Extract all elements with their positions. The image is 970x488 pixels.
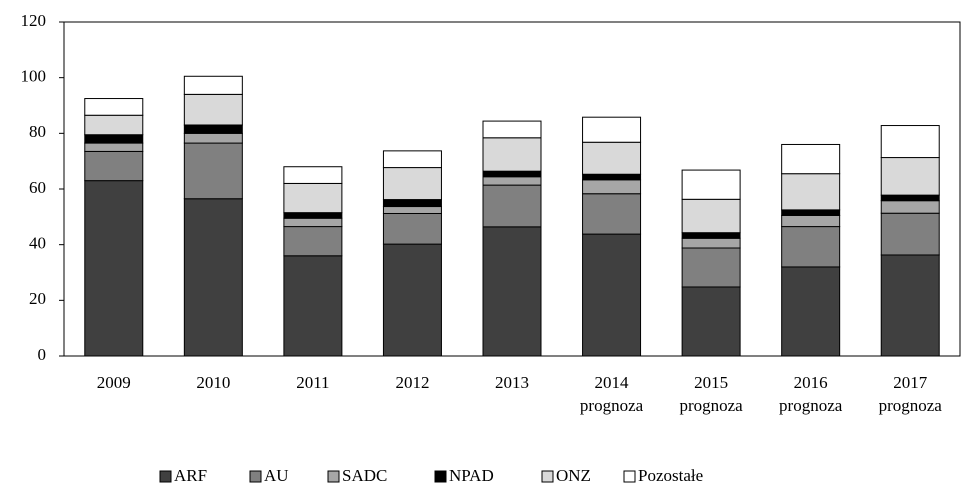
- bar-segment: [582, 179, 642, 195]
- bar-segment: [382, 206, 442, 214]
- bar-segment: [681, 247, 741, 288]
- bar-segment: [681, 286, 741, 357]
- bar-segment: [84, 150, 144, 182]
- bar-segment: [382, 150, 442, 169]
- bar-segment: [582, 116, 642, 143]
- bar-segment: [382, 167, 442, 201]
- bar-segment: [183, 142, 243, 200]
- bar-segment: [183, 198, 243, 357]
- bar-segment: [880, 194, 940, 202]
- x-tick-label: 2009: [97, 373, 131, 392]
- bar-segment: [880, 157, 940, 196]
- bar-segment: [582, 193, 642, 235]
- bar-segment: [382, 199, 442, 208]
- x-tick-label: 2011: [296, 373, 329, 392]
- legend-label: Pozostałe: [638, 466, 703, 485]
- x-tick-label: 2014: [595, 373, 630, 392]
- x-tick-label: 2010: [196, 373, 230, 392]
- legend-swatch: [327, 470, 340, 483]
- bar-segment: [482, 170, 542, 178]
- x-tick-label: prognoza: [779, 396, 843, 415]
- bar-segment: [781, 173, 841, 211]
- bar-segment: [283, 255, 343, 357]
- bar-segment: [482, 176, 542, 186]
- bar-segment: [482, 184, 542, 228]
- bar-segment: [283, 212, 343, 219]
- y-tick-label: 60: [29, 178, 46, 197]
- bar-segment: [681, 198, 741, 234]
- x-tick-label: prognoza: [679, 396, 743, 415]
- bar-segment: [482, 226, 542, 357]
- legend-swatch: [249, 470, 262, 483]
- bar-segment: [781, 266, 841, 357]
- bar-segment: [382, 212, 442, 245]
- legend-swatch: [541, 470, 554, 483]
- bar-segment: [183, 124, 243, 134]
- x-tick-label: prognoza: [580, 396, 644, 415]
- y-tick-label: 100: [21, 67, 47, 86]
- legend-label: ARF: [174, 466, 207, 485]
- x-tick-label: 2016: [794, 373, 828, 392]
- bar-segment: [84, 114, 144, 136]
- bar-segment: [880, 125, 940, 159]
- bar-segment: [84, 142, 144, 152]
- bar-segment: [681, 232, 741, 239]
- y-tick-label: 80: [29, 122, 46, 141]
- bar-segment: [84, 98, 144, 116]
- y-tick-label: 40: [29, 234, 46, 253]
- bar-segment: [482, 120, 542, 139]
- y-tick-label: 120: [21, 11, 47, 30]
- bar-segment: [183, 132, 243, 144]
- y-tick-label: 20: [29, 289, 46, 308]
- bar-segment: [781, 226, 841, 268]
- bar-segment: [283, 217, 343, 228]
- bar-segment: [880, 212, 940, 256]
- legend-swatch: [434, 470, 447, 483]
- legend-swatch: [623, 470, 636, 483]
- x-tick-label: prognoza: [879, 396, 943, 415]
- bar-segment: [880, 254, 940, 357]
- bar-segment: [283, 226, 343, 257]
- legend-label: SADC: [342, 466, 387, 485]
- x-tick-label: 2015: [694, 373, 728, 392]
- bar-segment: [382, 243, 442, 357]
- legend-label: ONZ: [556, 466, 591, 485]
- legend-label: NPAD: [449, 466, 494, 485]
- bar-segment: [582, 233, 642, 357]
- bar-segment: [582, 141, 642, 175]
- bar-segment: [880, 200, 940, 214]
- bar-segment: [582, 173, 642, 181]
- y-tick-label: 0: [38, 345, 47, 364]
- bar-segment: [84, 180, 144, 357]
- bar-segment: [781, 209, 841, 216]
- bar-segment: [183, 75, 243, 95]
- bar-segment: [283, 182, 343, 214]
- bar-segment: [183, 93, 243, 126]
- x-tick-label: 2017: [893, 373, 928, 392]
- x-tick-label: 2012: [395, 373, 429, 392]
- legend-label: AU: [264, 466, 289, 485]
- bar-segment: [781, 214, 841, 228]
- bar-segment: [482, 137, 542, 172]
- bar-segment: [84, 134, 144, 144]
- bar-segment: [283, 166, 343, 184]
- bar-segment: [681, 169, 741, 200]
- legend-swatch: [159, 470, 172, 483]
- bar-segment: [681, 237, 741, 249]
- bar-segment: [781, 143, 841, 175]
- x-tick-label: 2013: [495, 373, 529, 392]
